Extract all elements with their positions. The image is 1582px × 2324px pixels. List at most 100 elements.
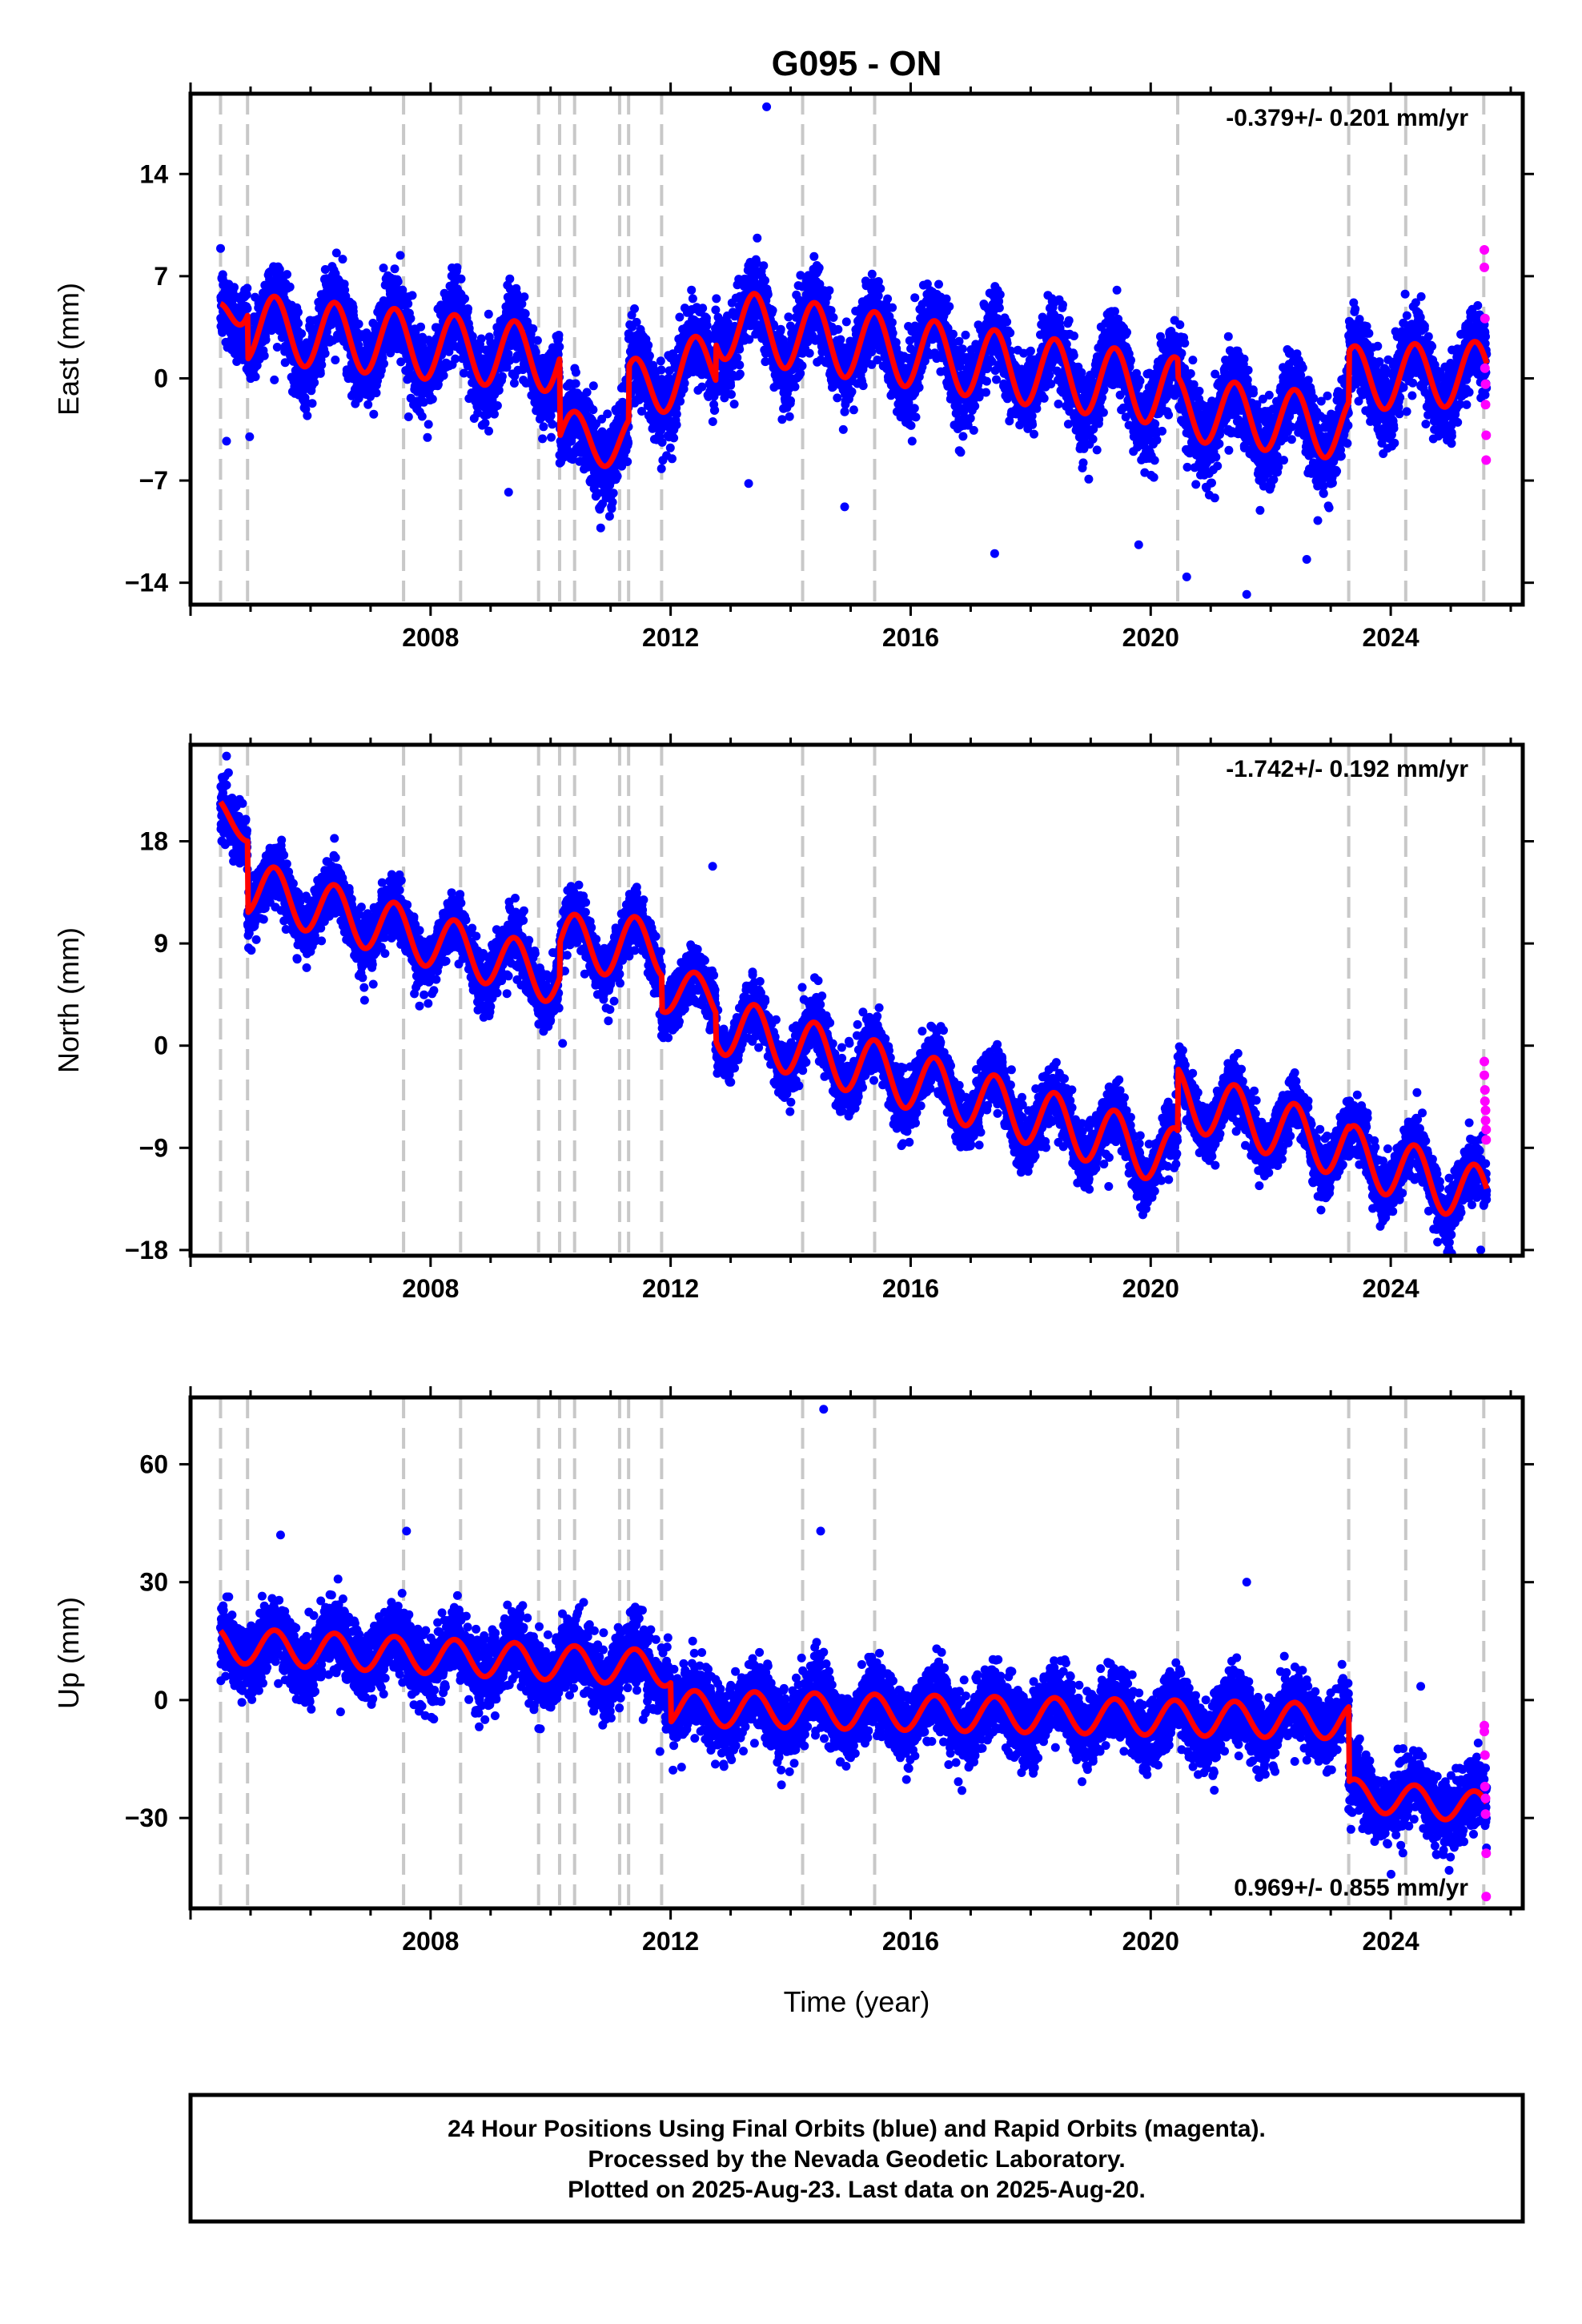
data-point	[484, 426, 493, 436]
data-point	[776, 324, 785, 334]
data-point	[460, 294, 469, 304]
data-point	[303, 411, 312, 420]
data-point	[369, 409, 379, 419]
data-point	[497, 372, 507, 381]
figure-title: G095 - ON	[772, 44, 942, 83]
data-point	[439, 371, 448, 380]
data-point	[379, 359, 388, 368]
data-point	[494, 385, 504, 395]
data-point	[909, 404, 919, 413]
data-point	[712, 294, 721, 304]
data-point	[218, 270, 227, 279]
data-point	[876, 283, 885, 293]
data-point	[954, 336, 964, 346]
data-point	[665, 443, 675, 452]
data-point	[476, 334, 486, 344]
data-point	[603, 409, 612, 419]
data-point	[315, 368, 325, 378]
data-point	[371, 388, 381, 398]
data-point	[297, 329, 307, 339]
data-point	[396, 251, 405, 260]
data-point	[729, 400, 739, 409]
data-point	[759, 261, 769, 271]
data-point	[849, 405, 858, 415]
data-point	[956, 448, 966, 457]
data-point	[958, 344, 967, 354]
data-point	[726, 380, 736, 390]
data-point	[888, 328, 897, 338]
data-point	[644, 351, 654, 360]
data-point	[354, 340, 363, 350]
data-point	[888, 303, 897, 312]
data-point	[555, 342, 564, 352]
final-orbit-points	[216, 102, 1492, 599]
data-point	[547, 432, 556, 442]
data-point	[294, 319, 303, 328]
data-point	[608, 497, 617, 507]
data-point	[829, 313, 838, 322]
data-point	[608, 489, 618, 498]
data-point	[858, 381, 868, 391]
data-point	[251, 372, 260, 381]
data-point	[612, 472, 622, 481]
data-point	[687, 285, 697, 295]
data-point	[398, 285, 408, 295]
data-point	[243, 304, 252, 313]
data-point	[588, 381, 598, 391]
data-point	[727, 390, 736, 399]
data-point	[910, 293, 920, 303]
data-point	[285, 282, 295, 292]
data-point	[320, 348, 330, 358]
data-point	[934, 279, 943, 289]
data-point	[363, 400, 373, 409]
data-point	[710, 405, 720, 415]
data-point	[656, 365, 666, 375]
data-point	[711, 305, 721, 315]
data-point	[942, 294, 951, 304]
data-point	[571, 368, 580, 377]
data-point	[833, 324, 843, 334]
data-point	[243, 283, 252, 293]
data-point	[604, 512, 614, 521]
data-point	[538, 434, 548, 444]
data-point	[656, 356, 665, 366]
data-point	[669, 433, 679, 443]
data-point	[417, 412, 427, 421]
data-point	[293, 308, 303, 317]
data-point	[702, 321, 712, 330]
data-point	[833, 393, 842, 403]
data-point	[317, 360, 327, 370]
data-point	[847, 387, 857, 396]
data-point	[785, 412, 794, 421]
data-point	[588, 405, 598, 415]
data-point	[672, 420, 681, 429]
data-point	[331, 356, 340, 364]
data-point	[331, 248, 341, 258]
data-point	[668, 454, 677, 464]
data-point	[272, 343, 282, 352]
data-point	[841, 317, 851, 327]
data-point	[354, 320, 363, 329]
data-point	[571, 379, 580, 388]
data-point	[688, 294, 697, 304]
data-point	[945, 302, 954, 312]
data-point	[230, 283, 239, 292]
data-point	[763, 290, 773, 300]
data-point	[735, 360, 745, 370]
data-point	[428, 394, 437, 404]
data-point	[961, 330, 970, 340]
data-point	[259, 351, 269, 360]
data-point	[452, 263, 462, 272]
data-point	[911, 412, 921, 422]
data-point	[554, 331, 564, 340]
data-point	[416, 322, 425, 332]
data-point	[814, 263, 824, 272]
data-point	[838, 424, 848, 434]
data-point	[270, 375, 279, 384]
data-point	[532, 336, 542, 345]
data-point	[218, 328, 227, 337]
data-point	[283, 270, 291, 279]
data-point	[490, 409, 499, 419]
data-point	[701, 313, 711, 323]
